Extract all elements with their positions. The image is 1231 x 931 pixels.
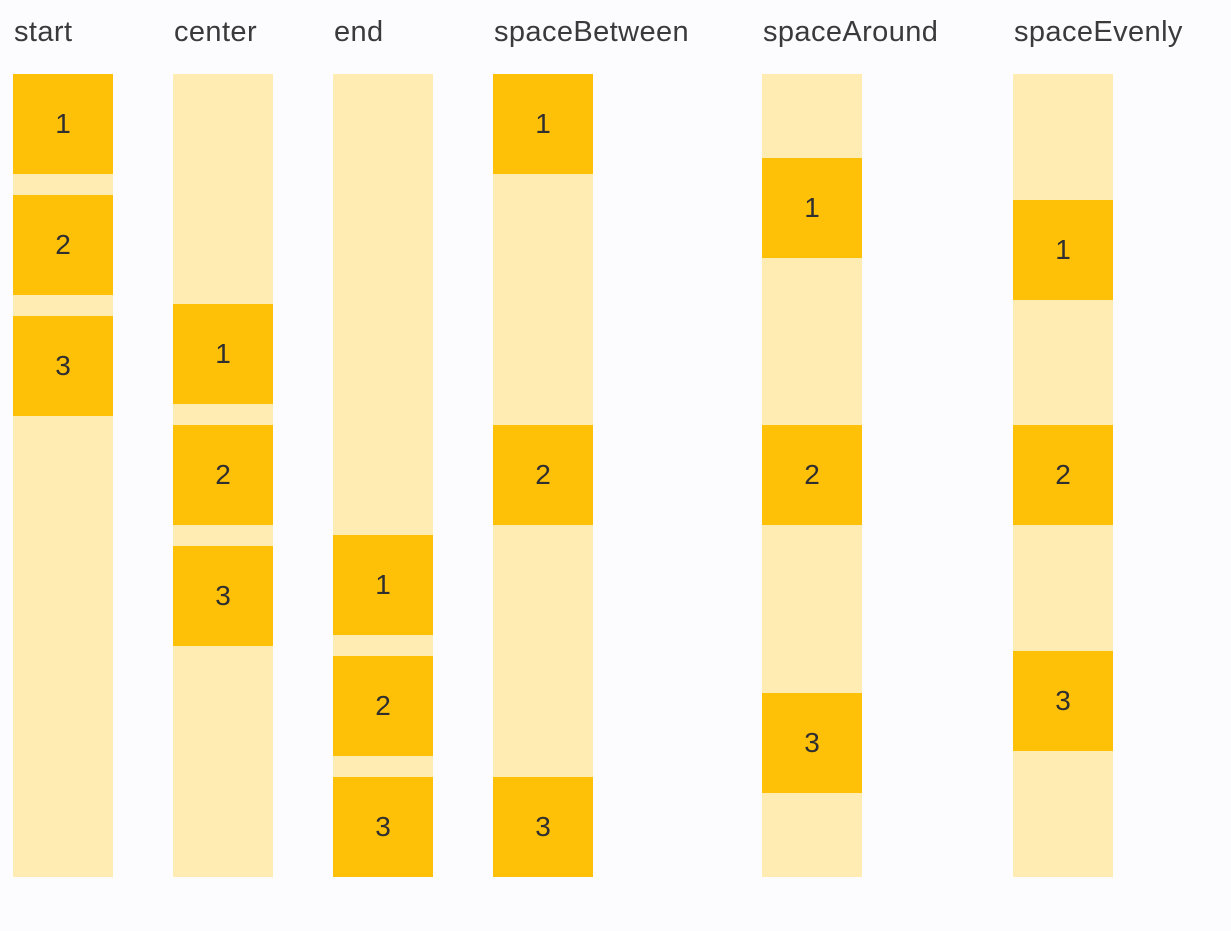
column-label: spaceEvenly	[1014, 16, 1183, 48]
column-label: center	[174, 16, 257, 48]
flex-item-box: 2	[173, 425, 273, 525]
flex-item-box: 3	[13, 316, 113, 416]
flex-item-box: 2	[493, 425, 593, 525]
flex-item-box: 1	[762, 158, 862, 258]
flex-item-box: 3	[173, 546, 273, 646]
flex-item-box: 3	[333, 777, 433, 877]
flex-item-box: 1	[333, 535, 433, 635]
column-label: spaceBetween	[494, 16, 690, 48]
flex-item-box: 1	[1013, 200, 1113, 300]
box-number: 3	[535, 811, 551, 842]
flex-item-box: 1	[13, 74, 113, 174]
flex-item-box: 3	[1013, 651, 1113, 751]
flex-item-box: 2	[762, 425, 862, 525]
box-number: 1	[804, 192, 820, 223]
flex-item-box: 2	[333, 656, 433, 756]
box-number: 3	[55, 350, 71, 381]
box-number: 1	[535, 108, 551, 139]
column-label: start	[14, 16, 73, 48]
column-label: spaceAround	[763, 16, 939, 48]
box-number: 3	[375, 811, 391, 842]
flex-item-box: 3	[762, 693, 862, 793]
box-number: 2	[535, 459, 551, 490]
box-number: 1	[215, 338, 231, 369]
box-number: 3	[804, 727, 820, 758]
flex-item-box: 1	[493, 74, 593, 174]
box-number: 2	[375, 690, 391, 721]
column-label: end	[334, 16, 384, 48]
box-number: 1	[1055, 234, 1071, 265]
box-number: 1	[55, 108, 71, 139]
box-number: 2	[55, 229, 71, 260]
flex-item-box: 1	[173, 304, 273, 404]
box-number: 2	[804, 459, 820, 490]
alignment-track	[333, 74, 433, 877]
box-number: 2	[1055, 459, 1071, 490]
flex-item-box: 2	[1013, 425, 1113, 525]
flex-item-box: 2	[13, 195, 113, 295]
flex-item-box: 3	[493, 777, 593, 877]
box-number: 2	[215, 459, 231, 490]
box-number: 1	[375, 569, 391, 600]
box-number: 3	[1055, 685, 1071, 716]
box-number: 3	[215, 580, 231, 611]
